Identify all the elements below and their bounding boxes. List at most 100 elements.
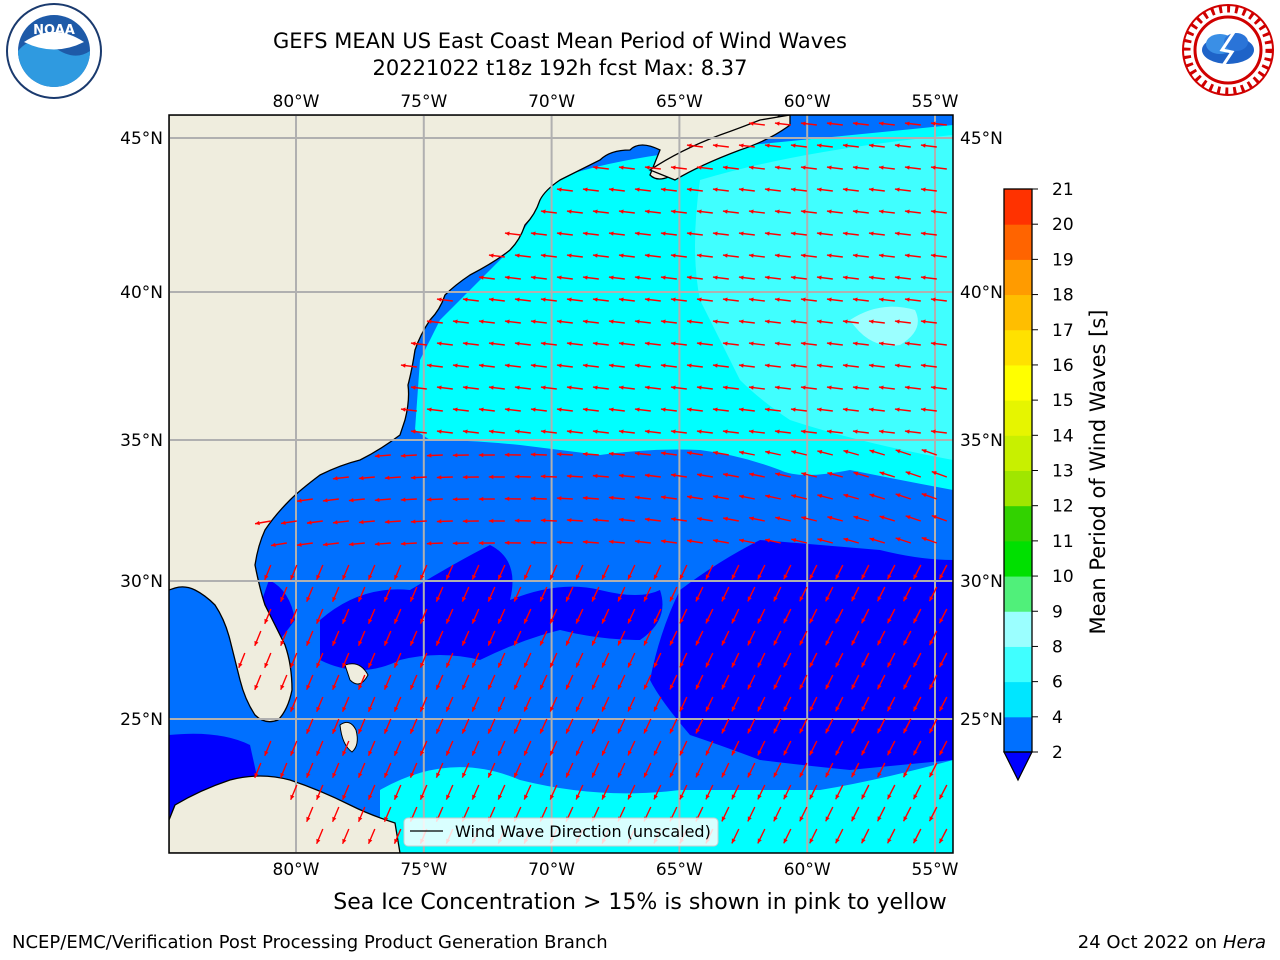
wave-direction-arrow [835, 828, 844, 844]
wave-direction-arrow [591, 718, 600, 734]
wave-direction-arrow [783, 696, 792, 712]
wave-direction-arrow [617, 586, 626, 602]
wave-direction-arrow [367, 608, 376, 624]
wave-direction-arrow [582, 231, 599, 236]
wave-direction-arrow [912, 696, 922, 712]
lon-tick-label-bottom: 75°W [400, 860, 447, 880]
wave-direction-arrow [722, 429, 739, 434]
wave-direction-arrow [290, 608, 298, 625]
wave-direction-arrow [773, 630, 782, 646]
wave-direction-arrow [618, 473, 635, 478]
wave-direction-arrow [409, 674, 418, 690]
wave-direction-arrow [280, 520, 297, 525]
wave-direction-arrow [254, 762, 262, 779]
wave-direction-arrow [660, 187, 677, 192]
wave-direction-arrow [686, 231, 703, 236]
wave-direction-arrow [842, 407, 859, 412]
wave-direction-arrow [445, 740, 454, 756]
wave-direction-arrow [669, 630, 678, 646]
nws-logo [1182, 4, 1274, 96]
wave-direction-arrow [930, 209, 947, 214]
wave-direction-arrow [634, 275, 651, 280]
wave-direction-arrow [912, 608, 922, 624]
wave-direction-arrow [341, 652, 350, 669]
wave-direction-arrow [852, 341, 869, 346]
wave-direction-arrow [878, 165, 895, 170]
colorbar-bin [1004, 646, 1032, 683]
wave-direction-arrow [930, 341, 947, 346]
wave-direction-arrow [930, 429, 947, 434]
wave-direction-arrow [530, 363, 547, 368]
wave-direction-arrow [686, 319, 703, 324]
wave-direction-arrow [809, 652, 818, 668]
wave-direction-arrow [514, 297, 531, 302]
wave-direction-arrow [514, 518, 531, 523]
wave-direction-arrow [306, 630, 314, 647]
wave-direction-arrow [435, 762, 444, 778]
wave-direction-arrow [523, 564, 532, 580]
wave-direction-arrow [825, 762, 834, 778]
wave-direction-arrow [774, 429, 791, 434]
wave-direction-arrow [367, 696, 376, 712]
wave-direction-arrow [601, 740, 610, 756]
wave-direction-arrow [843, 537, 860, 544]
wave-direction-arrow [280, 586, 288, 603]
wave-direction-arrow [643, 718, 652, 734]
wave-direction-arrow [660, 319, 677, 324]
wave-direction-arrow [757, 696, 766, 712]
lon-tick-label-top: 80°W [273, 92, 320, 112]
wave-direction-arrow [530, 319, 547, 324]
wave-direction-arrow [478, 452, 495, 458]
wave-direction-arrow [660, 363, 677, 368]
wave-direction-arrow [513, 586, 522, 602]
wave-direction-arrow [556, 540, 573, 545]
wave-direction-arrow [826, 209, 843, 214]
wave-direction-arrow [842, 319, 859, 324]
wave-direction-arrow [634, 319, 651, 324]
wave-direction-arrow [920, 363, 937, 368]
credit-date: 24 Oct 2022 on [1077, 932, 1218, 953]
wave-direction-arrow [306, 586, 314, 603]
colorbar-tick-label: 10 [1052, 567, 1074, 587]
wave-direction-arrow [644, 209, 661, 214]
wave-direction-arrow [565, 586, 574, 602]
wave-direction-arrow [452, 363, 469, 368]
wave-direction-arrow [696, 209, 713, 214]
colorbar-bin [1004, 681, 1032, 718]
wave-direction-arrow [773, 762, 782, 778]
wave-direction-arrow [731, 652, 740, 668]
wave-direction-arrow [721, 806, 730, 822]
wave-direction-arrow [757, 828, 766, 844]
wave-direction-arrow [296, 498, 313, 503]
wave-direction-arrow [487, 586, 496, 602]
lat-tick-label-right: 35°N [960, 431, 1003, 451]
wave-direction-arrow [765, 538, 781, 544]
wave-direction-arrow [591, 630, 600, 646]
wave-direction-arrow [938, 652, 948, 668]
wave-direction-arrow [686, 187, 703, 192]
wave-direction-arrow [436, 297, 453, 302]
wave-direction-arrow [731, 828, 740, 844]
wave-direction-arrow [461, 586, 470, 602]
wave-direction-arrow [627, 696, 636, 712]
land-north-america [169, 115, 781, 723]
wave-direction-arrow [367, 652, 376, 668]
wave-direction-arrow [357, 630, 366, 646]
wave-direction-arrow [566, 209, 583, 214]
wave-direction-arrow [904, 121, 921, 126]
wave-direction-arrow [912, 652, 922, 668]
lon-tick-label-bottom: 60°W [784, 860, 831, 880]
wave-direction-arrow [332, 520, 349, 525]
wave-direction-arrow [523, 696, 532, 712]
wave-direction-arrow [827, 515, 844, 522]
wave-direction-arrow [504, 319, 521, 324]
wave-direction-arrow [523, 608, 532, 624]
wave-direction-arrow [868, 143, 885, 148]
wave-direction-arrow [608, 275, 625, 280]
wave-direction-arrow [783, 740, 792, 756]
wave-direction-arrow [315, 740, 324, 757]
wave-direction-arrow [374, 541, 391, 547]
colorbar-bin [1004, 611, 1032, 647]
axis-tick-labels: 80°W 80°W 75°W 75°W 70°W 70°W 65°W 65°W 60°W 60°W… [120, 92, 1003, 880]
